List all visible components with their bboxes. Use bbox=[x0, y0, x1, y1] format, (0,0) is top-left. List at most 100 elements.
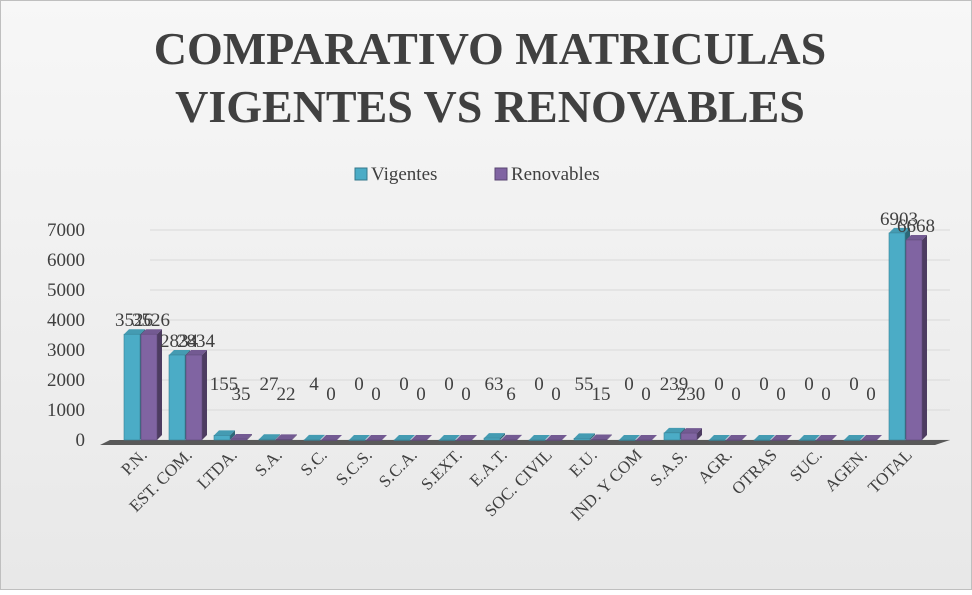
bar-face bbox=[292, 434, 297, 440]
bar-face bbox=[590, 433, 595, 440]
bar-face bbox=[546, 435, 567, 440]
bar-face bbox=[545, 439, 563, 441]
bar bbox=[213, 430, 235, 441]
bar-face bbox=[321, 435, 342, 440]
bar-face bbox=[411, 435, 432, 440]
value-label: 0 bbox=[416, 384, 426, 405]
bar-face bbox=[798, 439, 816, 441]
bar-face bbox=[529, 435, 550, 440]
bar-face bbox=[636, 435, 657, 440]
y-tick-label: 1000 bbox=[47, 400, 85, 421]
value-label: 0 bbox=[444, 374, 454, 395]
bar-face bbox=[320, 434, 325, 440]
bar-face bbox=[844, 435, 865, 440]
y-tick-label: 5000 bbox=[47, 280, 85, 301]
bar-face bbox=[591, 434, 612, 440]
bar bbox=[770, 435, 792, 441]
chart-title: VIGENTES VS RENOVABLES bbox=[175, 81, 805, 132]
bar-face bbox=[725, 439, 743, 441]
bar-face bbox=[157, 329, 162, 440]
bar-face bbox=[888, 232, 906, 441]
value-label: 0 bbox=[866, 384, 876, 405]
bar-face bbox=[259, 434, 280, 440]
bar-face bbox=[483, 437, 501, 441]
bar-face bbox=[906, 234, 927, 240]
bar-face bbox=[213, 435, 231, 441]
value-label: 0 bbox=[354, 374, 364, 395]
bar-face bbox=[275, 439, 293, 441]
bar bbox=[753, 435, 775, 441]
bar-face bbox=[456, 435, 477, 440]
bar-face bbox=[140, 333, 158, 441]
bar-face bbox=[681, 428, 702, 434]
legend-swatch bbox=[494, 167, 508, 181]
bar-face bbox=[230, 430, 235, 440]
bar bbox=[545, 435, 567, 441]
bar bbox=[590, 434, 612, 441]
bar-face bbox=[815, 439, 833, 441]
bar bbox=[905, 234, 927, 441]
bar-face bbox=[247, 433, 252, 440]
value-label: 230 bbox=[677, 384, 706, 405]
value-label: 0 bbox=[461, 384, 471, 405]
y-tick-label: 7000 bbox=[47, 220, 85, 241]
bar-face bbox=[664, 427, 685, 433]
value-label: 6668 bbox=[897, 216, 935, 237]
bar bbox=[393, 435, 415, 441]
bar-face bbox=[922, 234, 927, 440]
bar-face bbox=[168, 354, 186, 441]
value-label: 0 bbox=[534, 374, 544, 395]
bar-face bbox=[275, 434, 280, 440]
bar-face bbox=[500, 439, 518, 441]
value-label: 0 bbox=[759, 374, 769, 395]
value-label: 0 bbox=[371, 384, 381, 405]
y-tick-label: 0 bbox=[76, 430, 86, 451]
value-label: 0 bbox=[551, 384, 561, 405]
bar-face bbox=[393, 439, 411, 441]
value-label: 3526 bbox=[115, 310, 153, 331]
bar-face bbox=[484, 433, 505, 439]
bar-face bbox=[500, 433, 505, 440]
legend-swatch bbox=[354, 167, 368, 181]
value-label: 2834 bbox=[177, 331, 216, 352]
y-tick-label: 3000 bbox=[47, 340, 85, 361]
value-label: 0 bbox=[731, 384, 741, 405]
bar-face bbox=[607, 434, 612, 440]
value-label: 0 bbox=[624, 374, 634, 395]
bar-face bbox=[501, 434, 522, 440]
bar-face bbox=[753, 439, 771, 441]
bar-face bbox=[861, 435, 882, 440]
bar bbox=[618, 435, 640, 441]
value-label: 22 bbox=[277, 384, 296, 405]
bar-face bbox=[771, 435, 792, 440]
bar bbox=[258, 434, 280, 441]
bar-face bbox=[905, 239, 923, 441]
bar bbox=[230, 433, 252, 441]
bar-face bbox=[455, 439, 473, 441]
bar-face bbox=[231, 433, 252, 439]
bar-face bbox=[123, 333, 141, 441]
bar bbox=[275, 434, 297, 441]
value-label: 0 bbox=[326, 384, 336, 405]
value-label: 3526 bbox=[132, 310, 170, 331]
floor bbox=[100, 440, 950, 445]
bar bbox=[455, 435, 477, 441]
bar-face bbox=[169, 349, 190, 355]
value-label: 63 bbox=[485, 374, 504, 395]
value-label: 15 bbox=[592, 384, 611, 405]
bar bbox=[635, 435, 657, 441]
bar bbox=[725, 435, 747, 441]
bar-face bbox=[366, 435, 387, 440]
bar-face bbox=[843, 439, 861, 441]
value-label: 0 bbox=[776, 384, 786, 405]
bar bbox=[365, 435, 387, 441]
bar bbox=[500, 434, 522, 441]
bar bbox=[815, 435, 837, 441]
bar bbox=[528, 435, 550, 441]
value-label: 0 bbox=[714, 374, 724, 395]
chart-title: COMPARATIVO MATRICULAS bbox=[154, 23, 826, 74]
bar bbox=[140, 329, 162, 441]
bar-face bbox=[635, 439, 653, 441]
y-tick-label: 4000 bbox=[47, 310, 85, 331]
bar bbox=[348, 435, 370, 441]
